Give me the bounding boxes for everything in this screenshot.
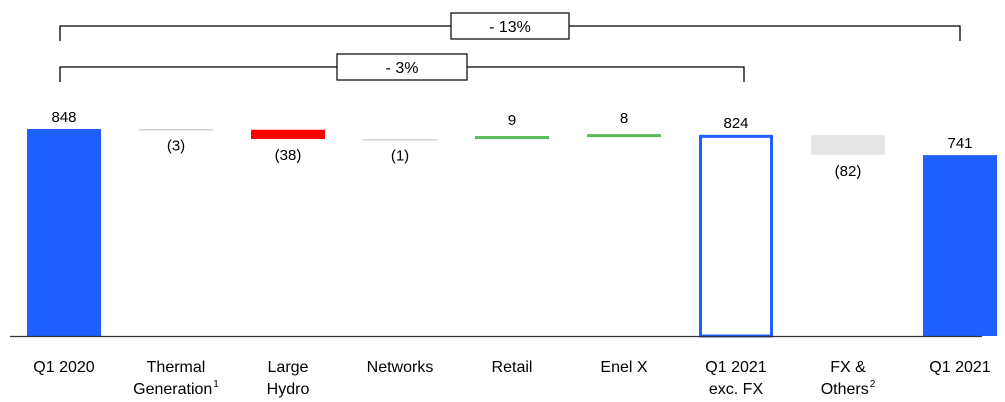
- bar-q1_2021: [923, 155, 997, 336]
- bracket-label: - 13%: [489, 19, 531, 36]
- value-label-networks: (1): [391, 147, 409, 164]
- value-labels: 848 (3) (38) (1) 9 8 824 (82) 741: [51, 109, 972, 180]
- category-label-fx_others: FX & Others2: [821, 359, 876, 398]
- bar-thermal: [139, 129, 213, 131]
- value-label-thermal: (3): [167, 138, 185, 155]
- bracket-label-box: [336, 53, 468, 81]
- bar-enel_x: [587, 134, 661, 138]
- category-label-retail: Retail: [492, 359, 533, 376]
- value-label-q1_2020: 848: [51, 109, 76, 126]
- value-label-large_hydro: (38): [275, 147, 302, 164]
- value-label-fx_others: (82): [835, 163, 862, 180]
- bracket-1: - 3%: [59, 53, 745, 82]
- bar-q1_2020: [27, 129, 101, 336]
- bracket-0: - 13%: [59, 12, 961, 41]
- bar-networks: [363, 139, 437, 141]
- category-label-q1_2021: Q1 2021: [929, 359, 990, 376]
- value-label-enel_x: 8: [620, 110, 628, 127]
- comparison-brackets: - 13% - 3%: [59, 12, 961, 82]
- category-labels: Q1 2020 Thermal Generation1 Large Hydro Netwo…: [33, 359, 990, 398]
- category-label-networks: Networks: [367, 359, 434, 376]
- bracket-label-box: [450, 12, 570, 40]
- bars: [27, 129, 997, 338]
- value-label-retail: 9: [508, 112, 516, 129]
- bar-retail: [475, 136, 549, 140]
- bar-large_hydro: [251, 129, 325, 140]
- footnote-marker: 2: [870, 379, 876, 390]
- category-label-q1_2021_exc_fx: Q1 2021 exc. FX: [705, 359, 766, 398]
- category-label-enel_x: Enel X: [600, 359, 647, 376]
- category-label-thermal: Thermal Generation1: [133, 359, 219, 398]
- category-label-large_hydro: Large Hydro: [267, 359, 310, 398]
- value-label-q1_2021: 741: [947, 135, 972, 152]
- bar-fx_others: [811, 134, 885, 155]
- value-label-q1_2021_exc_fx: 824: [723, 115, 748, 132]
- category-label-q1_2020: Q1 2020: [33, 359, 94, 376]
- bar-q1_2021_exc_fx: [699, 134, 773, 338]
- bracket-label: - 3%: [386, 60, 419, 77]
- footnote-marker: 1: [213, 379, 219, 390]
